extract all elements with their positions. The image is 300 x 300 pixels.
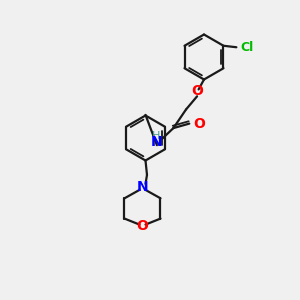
Text: O: O (136, 219, 148, 233)
Text: O: O (191, 84, 203, 98)
Text: N: N (151, 135, 163, 148)
Text: O: O (193, 117, 205, 130)
Text: H: H (152, 131, 160, 141)
Text: Cl: Cl (240, 41, 253, 54)
Text: N: N (137, 180, 148, 194)
